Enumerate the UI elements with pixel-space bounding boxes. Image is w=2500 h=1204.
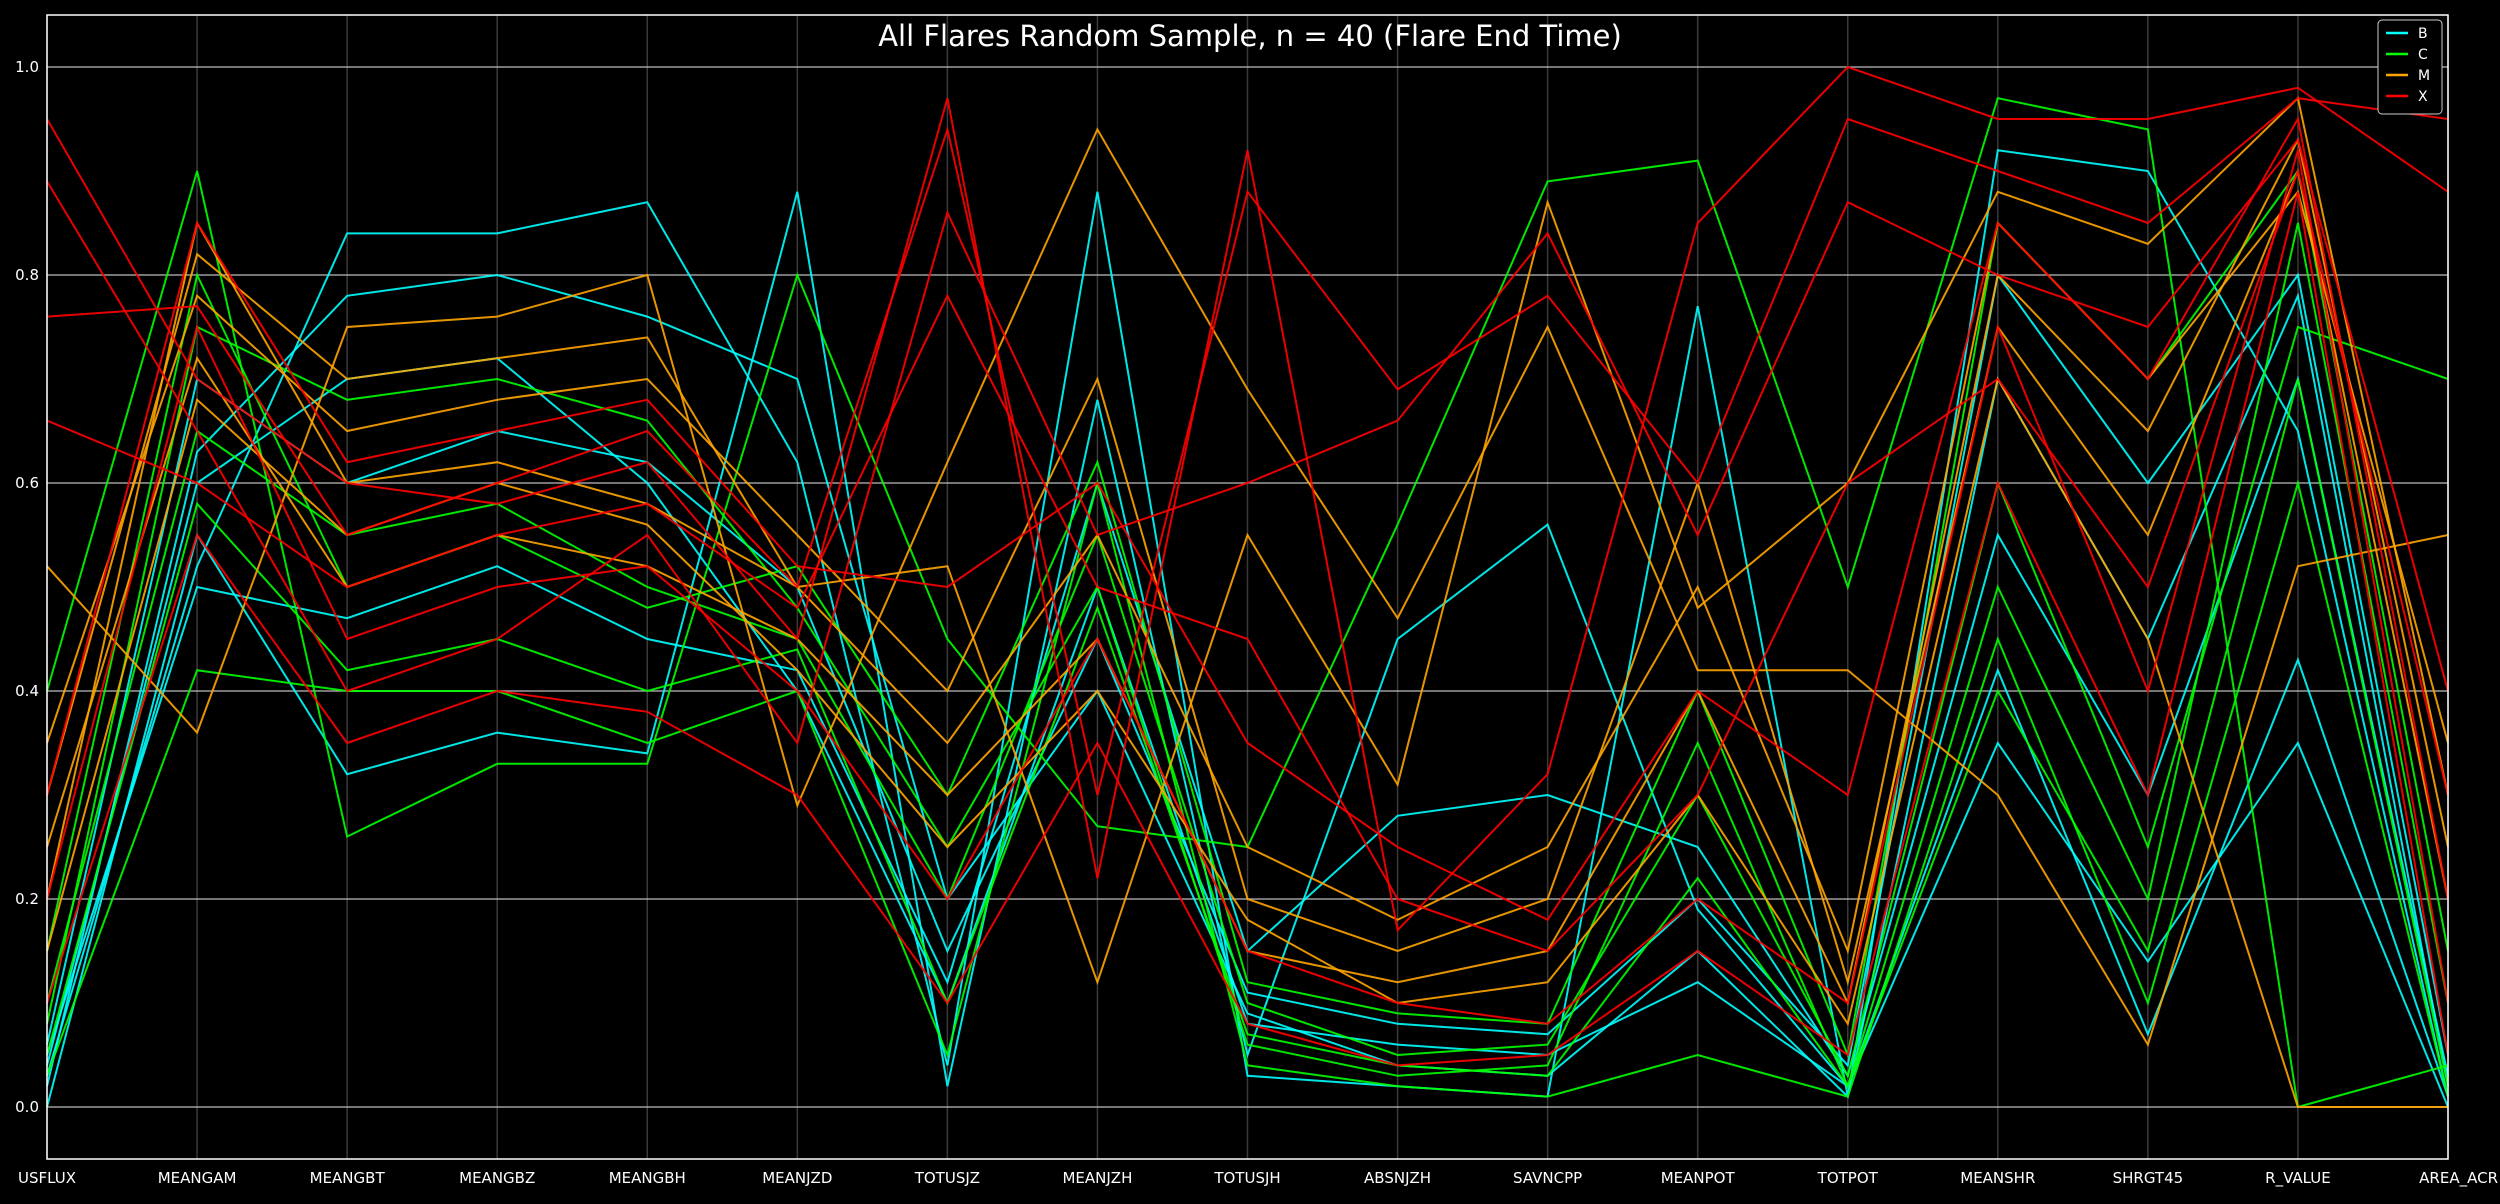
series-line-c-3 xyxy=(46,325,2449,1079)
plot-frame xyxy=(46,14,2449,1160)
x-axis-label-area-acr: AREA_ACR xyxy=(2419,1169,2498,1188)
series-line-x-6 xyxy=(46,149,2449,1025)
series-line-x-3 xyxy=(46,137,2449,746)
y-tick-label: 0.8 xyxy=(15,266,39,284)
x-axis-label-totpot: TOTPOT xyxy=(1817,1169,1879,1187)
axes-layer: USFLUX MEANGAM MEANGBT MEANGBZ MEANGBH MEANJZ… xyxy=(18,1169,2498,1188)
legend-label-b: B xyxy=(2418,26,2428,42)
y-tick-label: 0.6 xyxy=(15,474,39,492)
legend-label-m: M xyxy=(2418,68,2430,84)
series-line-x-5 xyxy=(46,116,2449,922)
chart-title: All Flares Random Sample, n = 40 (Flare … xyxy=(878,19,1622,53)
x-axis-label-totusjz: TOTUSJZ xyxy=(914,1169,980,1187)
lines-layer xyxy=(46,65,2449,1109)
x-axis-label-totusjh: TOTUSJH xyxy=(1213,1169,1280,1187)
x-axis-label-r-value: R_VALUE xyxy=(2265,1169,2331,1188)
series-line-x-7 xyxy=(46,191,2449,1067)
series-line-m-3 xyxy=(46,167,2449,987)
series-line-c-4 xyxy=(46,222,2449,1090)
x-axis-label-meangam: MEANGAM xyxy=(158,1169,237,1187)
series-line-x-2 xyxy=(46,97,2449,796)
legend-label-x: X xyxy=(2418,89,2428,105)
series-line-b-1 xyxy=(46,149,2449,1098)
x-axis-label-savncpp: SAVNCPP xyxy=(1513,1169,1582,1187)
x-axis-label-meangbh: MEANGBH xyxy=(609,1169,686,1187)
series-line-b-6 xyxy=(46,272,2449,1068)
y-tick-label: 0.2 xyxy=(15,890,39,908)
legend-label-c: C xyxy=(2418,47,2428,63)
x-axis-label-meanjzd: MEANJZD xyxy=(762,1169,832,1187)
x-axis-label-meanjzh: MEANJZH xyxy=(1062,1169,1132,1187)
legend-box xyxy=(2377,19,2443,115)
series-line-c-2 xyxy=(46,479,2449,1098)
x-axis-label-usflux: USFLUX xyxy=(18,1169,76,1187)
y-tick-label: 0.4 xyxy=(15,682,39,700)
series-line-b-2 xyxy=(46,191,2449,1108)
x-axis-label-meanpot: MEANPOT xyxy=(1661,1169,1736,1187)
series-line-m-1 xyxy=(46,127,2449,1048)
y-tick-label: 0.0 xyxy=(15,1098,39,1116)
series-line-m-2 xyxy=(46,96,2449,986)
x-axis-label-meangbz: MEANGBZ xyxy=(459,1169,535,1187)
series-line-c-6 xyxy=(46,378,2449,1089)
series-line-x-1 xyxy=(46,65,2449,933)
x-axis-label-shrgt45: SHRGT45 xyxy=(2113,1169,2184,1187)
x-axis-label-absnjzh: ABSNJZH xyxy=(1364,1169,1431,1187)
x-axis-label-meangbt: MEANGBT xyxy=(310,1169,386,1187)
y-tick-label: 1.0 xyxy=(15,58,39,76)
x-axis-label-meanshr: MEANSHR xyxy=(1960,1169,2035,1187)
